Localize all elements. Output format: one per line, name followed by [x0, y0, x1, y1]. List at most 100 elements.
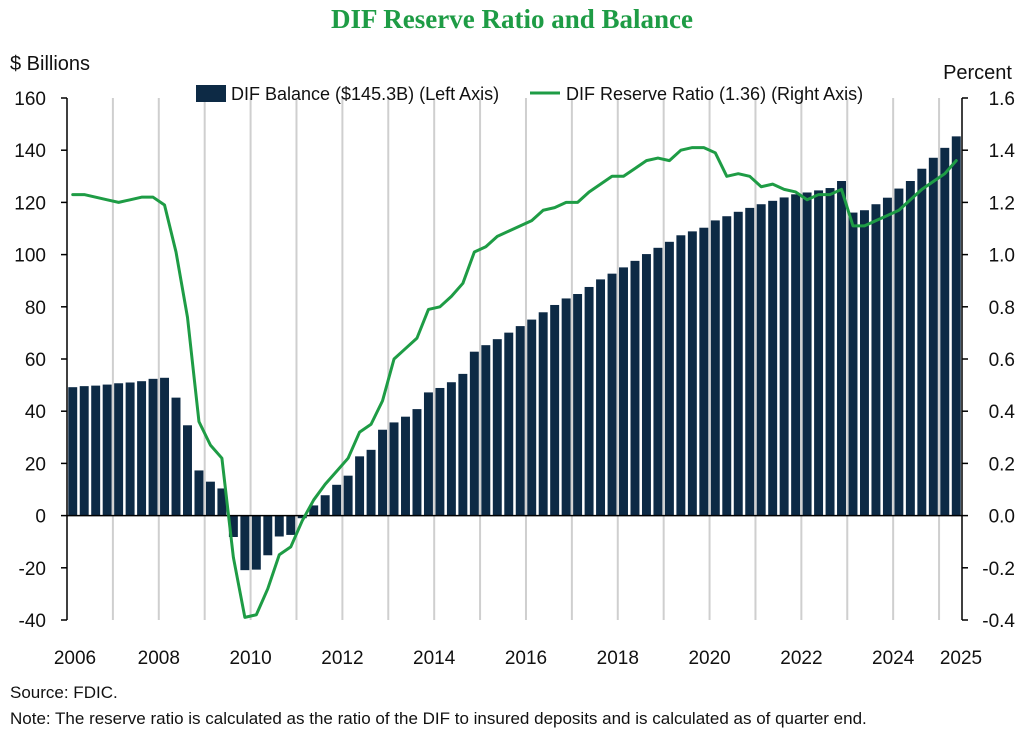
- balance-bar: [940, 147, 950, 516]
- left-tick-label: 100: [14, 246, 46, 267]
- balance-bar: [802, 192, 812, 516]
- right-tick-label: 1.6: [989, 89, 1015, 110]
- legend-bar-swatch: [196, 85, 226, 102]
- vertical-gridlines: [111, 98, 941, 620]
- x-tick-label: 2020: [688, 648, 730, 669]
- chart-title: DIF Reserve Ratio and Balance: [331, 4, 693, 34]
- balance-bar: [469, 351, 479, 516]
- balance-bar: [366, 449, 376, 516]
- balance-bar: [194, 470, 204, 516]
- balance-bar: [297, 515, 307, 519]
- balance-bar: [160, 377, 170, 516]
- balance-bar: [837, 181, 846, 516]
- balance-bar: [332, 484, 342, 516]
- axes: [61, 97, 968, 621]
- balance-bar: [607, 273, 617, 516]
- balance-bar: [228, 515, 238, 537]
- balance-bar: [240, 515, 250, 571]
- balance-bar: [423, 392, 433, 516]
- balance-bar: [137, 381, 147, 516]
- balance-bar: [653, 247, 663, 516]
- balance-bar: [435, 387, 445, 516]
- balance-bar: [550, 304, 560, 516]
- balance-bar: [171, 397, 181, 516]
- right-axis-title: Percent: [943, 62, 1012, 84]
- balance-bar: [871, 204, 881, 516]
- right-tick-label: 0.2: [989, 454, 1015, 475]
- x-tick-label: 2012: [321, 648, 363, 669]
- left-tick-label: 160: [14, 89, 46, 110]
- balance-bar: [733, 211, 743, 516]
- right-tick-label: 0.8: [989, 298, 1015, 319]
- right-tick-label: -0.2: [982, 559, 1015, 580]
- right-tick-label: 0.0: [989, 507, 1015, 528]
- balance-bar: [183, 425, 192, 516]
- balance-bar: [905, 181, 915, 516]
- balance-bar: [343, 475, 353, 516]
- balance-bar: [917, 168, 927, 516]
- balance-bar: [148, 378, 158, 516]
- balance-bar: [102, 384, 112, 516]
- legend-line-label: DIF Reserve Ratio (1.36) (Right Axis): [566, 84, 863, 104]
- balance-bar: [710, 220, 720, 516]
- x-tick-label: 2006: [54, 648, 96, 669]
- left-tick-label: -20: [19, 559, 46, 580]
- reserve-ratio-polyline: [71, 146, 958, 619]
- balance-bar: [125, 382, 135, 516]
- left-tick-label: 80: [25, 298, 46, 319]
- balance-bar: [619, 267, 628, 516]
- balance-bar: [894, 188, 904, 516]
- balance-bars: [68, 136, 961, 571]
- balance-bar: [205, 481, 215, 516]
- balance-bar: [699, 227, 709, 516]
- right-tick-label: 1.2: [989, 193, 1015, 214]
- balance-bar: [584, 286, 594, 516]
- balance-bar: [492, 339, 502, 516]
- balance-bar: [320, 495, 330, 516]
- balance-bar: [274, 515, 284, 537]
- balance-bar: [114, 383, 124, 516]
- balance-bar: [263, 515, 273, 556]
- x-tick-label: 2024: [872, 648, 915, 669]
- balance-bar: [355, 456, 365, 516]
- balance-bar: [504, 332, 514, 516]
- balance-bar: [745, 207, 755, 516]
- reserve-ratio-line: [71, 146, 958, 619]
- x-tick-label: 2022: [780, 648, 822, 669]
- balance-bar: [791, 194, 801, 516]
- left-tick-label: 140: [14, 141, 46, 162]
- balance-bar: [676, 235, 686, 516]
- balance-bar: [882, 197, 892, 516]
- balance-bar: [446, 382, 456, 516]
- x-tick-label: 2010: [229, 648, 271, 669]
- balance-bar: [79, 386, 89, 516]
- left-tick-label: 40: [25, 402, 46, 423]
- right-tick-label: 0.4: [989, 402, 1016, 423]
- balance-bar: [401, 416, 410, 516]
- right-tick-label: 0.6: [989, 350, 1015, 371]
- right-tick-label: -0.4: [982, 611, 1015, 632]
- balance-bar: [951, 136, 961, 516]
- balance-bar: [561, 298, 571, 516]
- right-tick-label: 1.4: [989, 141, 1016, 162]
- balance-bar: [859, 210, 869, 516]
- left-axis-title: $ Billions: [10, 53, 90, 75]
- left-tick-label: 120: [14, 193, 46, 214]
- balance-bar: [814, 190, 824, 516]
- balance-bar: [515, 326, 525, 516]
- left-tick-label: 0: [35, 507, 46, 528]
- balance-bar: [756, 204, 766, 516]
- x-tick-label: 2018: [597, 648, 639, 669]
- balance-bar: [481, 345, 491, 516]
- method-note: Note: The reserve ratio is calculated as…: [10, 709, 867, 728]
- balance-bar: [412, 409, 422, 516]
- left-tick-label: -40: [19, 611, 46, 632]
- balance-bar: [687, 231, 697, 516]
- balance-bar: [848, 212, 858, 516]
- balance-bar: [527, 319, 537, 516]
- balance-bar: [68, 387, 78, 516]
- legend-bar-label: DIF Balance ($145.3B) (Left Axis): [231, 84, 499, 104]
- balance-bar: [573, 294, 583, 516]
- balance-bar: [538, 312, 548, 516]
